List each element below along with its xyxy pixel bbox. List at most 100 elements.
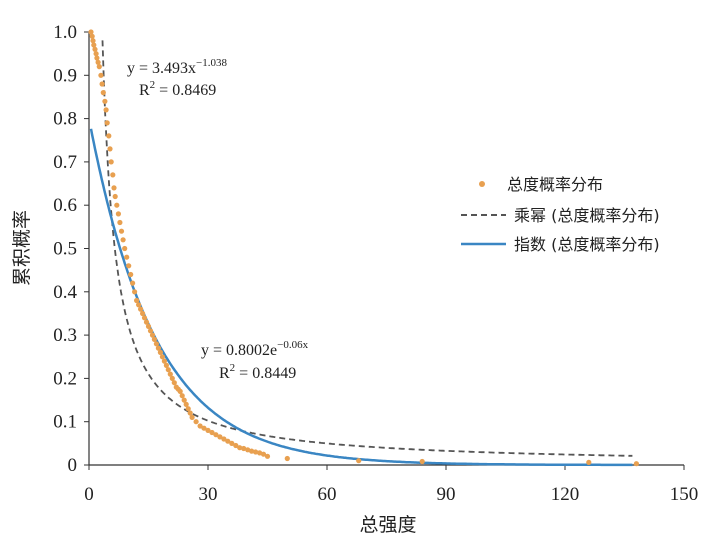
data-point	[155, 345, 161, 351]
data-point	[185, 406, 191, 412]
data-point	[171, 380, 177, 386]
data-point	[106, 133, 112, 139]
data-point	[253, 449, 259, 455]
data-point	[112, 193, 118, 200]
data-point	[225, 438, 231, 444]
data-point	[201, 425, 207, 431]
data-point	[217, 434, 223, 440]
data-point	[96, 64, 102, 70]
data-point	[108, 159, 114, 165]
legend-item-points: 总度概率分布	[479, 175, 603, 194]
data-point	[151, 336, 157, 342]
data-point	[209, 429, 215, 436]
data-point	[157, 349, 163, 355]
data-point	[132, 289, 138, 295]
exp-equation-formula: y = 0.8002e−0.06x	[201, 339, 309, 359]
legend-label-power: 乘幂 (总度概率分布)	[514, 206, 660, 225]
data-point	[107, 146, 113, 152]
x-tick-label: 60	[318, 484, 337, 505]
data-point	[115, 211, 121, 217]
data-point	[260, 451, 267, 457]
x-tick-label: 120	[551, 484, 580, 505]
x-tick-label: 90	[437, 484, 456, 505]
exp-equation-r2: R2 = 0.8449	[219, 362, 296, 382]
data-point	[98, 72, 104, 78]
data-point	[183, 401, 189, 407]
data-point	[249, 448, 255, 454]
y-tick-label: 0.2	[53, 368, 77, 389]
scatter-points	[88, 29, 640, 467]
legend-label-points: 总度概率分布	[507, 175, 603, 194]
data-point	[241, 445, 247, 452]
data-point	[149, 332, 156, 338]
data-point	[89, 33, 95, 39]
data-point	[120, 237, 126, 243]
data-point	[145, 323, 152, 329]
data-point	[124, 254, 130, 260]
power-trend-line	[101, 40, 633, 457]
data-point	[130, 280, 136, 286]
data-point	[147, 328, 154, 334]
data-point	[138, 306, 144, 312]
data-point	[633, 461, 640, 467]
power-equation-formula: y = 3.493x−1.038	[127, 57, 227, 77]
axes: 0 0.1 0.2 0.3 0.4 0.5 0.6 0.7 0.8 0.9 1.0 0 30 60 90 12…	[53, 22, 698, 505]
y-tick-label: 0.6	[53, 195, 77, 216]
data-point	[163, 362, 169, 368]
data-point	[284, 455, 290, 462]
data-point	[181, 397, 187, 403]
data-point	[187, 410, 193, 416]
legend-item-power: 乘幂 (总度概率分布)	[461, 206, 660, 225]
exp-equation: y = 0.8002e−0.06x R2 = 0.8449	[201, 339, 309, 382]
data-point	[118, 228, 125, 234]
y-tick-label: 0.8	[53, 109, 77, 130]
data-point	[213, 432, 219, 438]
data-point	[356, 458, 362, 464]
data-point	[122, 245, 128, 252]
data-point	[134, 297, 140, 304]
data-point	[128, 271, 134, 278]
data-point	[221, 436, 227, 442]
data-point	[136, 302, 142, 308]
data-point	[229, 440, 235, 446]
data-point	[102, 98, 108, 104]
y-tick-label: 0.9	[53, 65, 77, 86]
trend-lines	[89, 40, 633, 467]
data-point	[110, 172, 116, 178]
data-point	[111, 185, 117, 191]
y-tick-label: 0.7	[53, 152, 77, 173]
x-tick-label: 0	[84, 484, 94, 505]
legend: 总度概率分布 乘幂 (总度概率分布) 指数 (总度概率分布)	[461, 175, 660, 254]
data-point	[264, 453, 271, 459]
data-point	[169, 375, 175, 381]
data-point	[90, 38, 96, 44]
y-axis-title: 累积概率	[11, 210, 33, 286]
data-point	[233, 442, 239, 449]
data-point	[100, 90, 106, 96]
x-tick-label: 150	[670, 484, 699, 505]
data-point	[159, 354, 165, 360]
data-point	[91, 42, 97, 48]
data-point	[143, 319, 150, 325]
data-point	[117, 219, 123, 226]
data-point	[586, 459, 592, 465]
data-point	[140, 310, 146, 317]
x-axis-title: 总强度	[359, 514, 416, 536]
power-equation: y = 3.493x−1.038 R2 = 0.8469	[127, 57, 227, 99]
data-point	[141, 315, 148, 321]
data-point	[179, 393, 185, 399]
y-tick-label: 0.3	[53, 325, 77, 346]
y-tick-label: 0.1	[53, 412, 77, 433]
data-point	[237, 445, 243, 451]
data-point	[103, 107, 109, 113]
data-point	[93, 51, 99, 57]
legend-label-exp: 指数 (总度概率分布)	[514, 235, 660, 254]
data-point	[99, 81, 105, 87]
data-point	[153, 341, 159, 347]
data-point	[114, 202, 120, 208]
data-point	[205, 427, 211, 433]
data-point	[197, 423, 203, 429]
data-point	[94, 55, 100, 61]
data-point	[189, 414, 195, 420]
